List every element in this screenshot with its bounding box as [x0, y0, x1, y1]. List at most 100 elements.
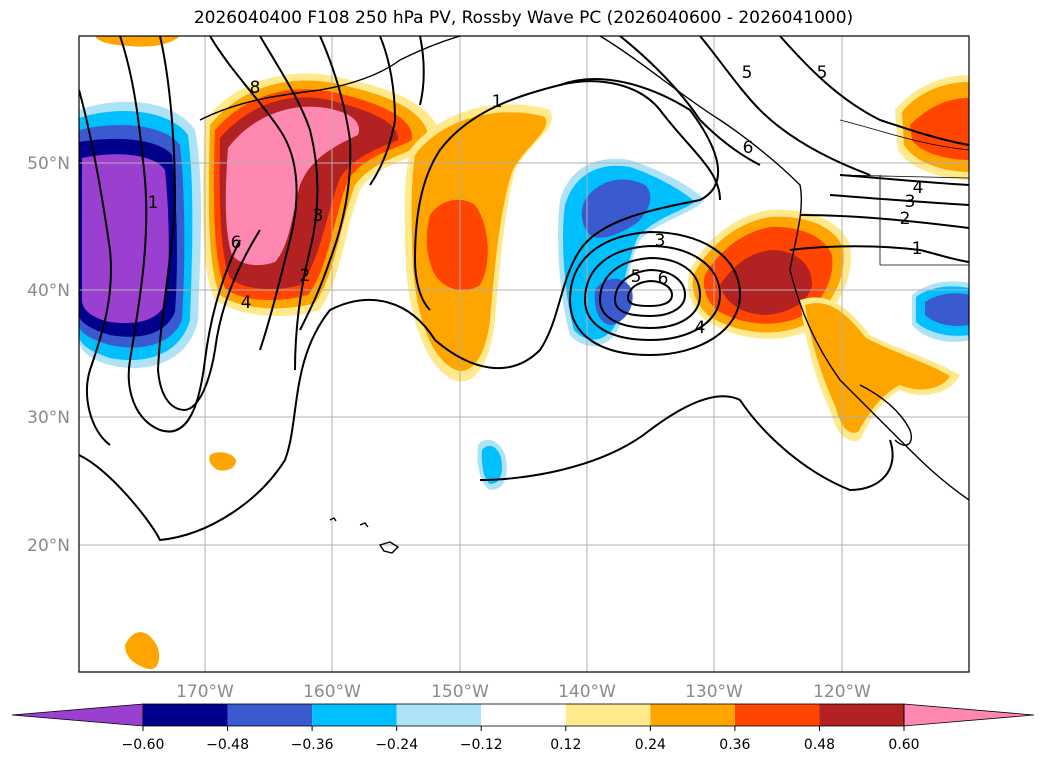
- positive-anomaly-east-darkred: [720, 250, 812, 315]
- coastline-baja: [859, 384, 912, 446]
- contour-low-ring1: [568, 230, 742, 357]
- contour-outer-east: [479, 395, 894, 492]
- contour-ne-4: [839, 174, 969, 186]
- contour-low-ring4: [613, 268, 687, 318]
- colorbar-tick-label: 0.24: [635, 737, 666, 753]
- contour-west-4: [209, 36, 298, 351]
- contour-west-2: [119, 36, 241, 433]
- negative-anomaly-small-south-cyan: [481, 445, 502, 484]
- x-tick-label: 170°W: [176, 682, 234, 702]
- contour-label: 3: [655, 231, 666, 251]
- contour-west-5: [259, 36, 319, 371]
- pv-contour-lines: [79, 36, 969, 542]
- state-borders: [839, 119, 969, 266]
- positive-anomaly-band1-pink: [225, 106, 360, 266]
- x-tick-labels: 170°W 160°W 150°W 140°W 130°W 120°W: [176, 682, 871, 702]
- contour-label: 4: [241, 293, 252, 313]
- positive-anomaly-ne-red: [910, 98, 969, 160]
- colorbar-tick-label: 0.60: [888, 737, 919, 753]
- x-tick-label: 120°W: [813, 682, 871, 702]
- map-gridlines: [79, 36, 969, 672]
- colorbar: −0.60 −0.48 −0.36 −0.24 −0.12 0.12 0.24 0.36 0.4…: [11, 703, 1035, 753]
- positive-anomaly-small-w: [209, 452, 236, 471]
- contour-label: 8: [250, 78, 261, 98]
- map-frame: [78, 35, 970, 673]
- colorbar-segment: [312, 704, 397, 726]
- colorbar-extend-max: [903, 703, 1035, 727]
- contour-north-5b: [779, 36, 969, 146]
- colorbar-tick-label: −0.24: [375, 737, 418, 753]
- contour-label: 6: [658, 269, 669, 289]
- contour-ne-2: [799, 214, 969, 229]
- contour-1: [79, 78, 719, 542]
- colorbar-tick-label: −0.48: [206, 737, 249, 753]
- contour-label: 3: [313, 206, 324, 226]
- negative-anomaly-west-purple: [82, 154, 169, 324]
- negative-anomaly-east-blue: [925, 293, 969, 326]
- colorbar-segment: [650, 704, 735, 726]
- colorbar-tick-label: −0.12: [460, 737, 503, 753]
- colorbar-tick-label: 0.48: [804, 737, 835, 753]
- contour-low-ring3: [598, 256, 702, 330]
- chart-title: 2026040400 F108 250 hPa PV, Rossby Wave …: [193, 8, 854, 28]
- positive-anomaly-central-red: [426, 199, 488, 291]
- contour-label: 5: [742, 63, 753, 83]
- contour-label: 5: [631, 267, 642, 287]
- colorbar-tick-label: 0.36: [719, 737, 750, 753]
- coastline-north-america: [599, 36, 969, 501]
- contour-label: 5: [817, 63, 828, 83]
- y-tick-labels: 50°N 40°N 30°N 20°N: [27, 154, 70, 556]
- colorbar-extend-min: [11, 703, 144, 727]
- hawaii: [329, 517, 400, 554]
- contour-label: 3: [905, 192, 916, 212]
- contour-label: 6: [231, 233, 242, 253]
- contour-north-5a: [699, 36, 871, 176]
- negative-anomaly-central-blue: [581, 179, 651, 238]
- positive-anomaly-tail-orange: [805, 303, 950, 433]
- x-tick-label: 160°W: [303, 682, 361, 702]
- contour-ne-1: [789, 245, 969, 263]
- contour-label: 4: [695, 318, 706, 338]
- contour-west-8: [419, 36, 425, 106]
- contour-label: 1: [492, 92, 503, 112]
- contour-north-5c: [619, 36, 761, 166]
- contour-label: 2: [900, 209, 911, 229]
- y-tick-label: 30°N: [27, 408, 70, 428]
- coastlines: [199, 36, 969, 554]
- colorbar-tick-label: −0.36: [291, 737, 334, 753]
- y-tick-label: 20°N: [27, 536, 70, 556]
- colorbar-tick-label: 0.12: [550, 737, 581, 753]
- coastline-alaska: [199, 36, 461, 121]
- x-tick-label: 130°W: [685, 682, 743, 702]
- colorbar-segment: [227, 704, 313, 726]
- colorbar-outline: [142, 703, 905, 727]
- colorbar-segment: [481, 704, 566, 726]
- colorbar-segment: [396, 704, 482, 726]
- colorbar-segment: [819, 704, 904, 726]
- colorbar-segment: [143, 704, 228, 726]
- contour-low-ring2: [583, 244, 722, 342]
- contour-west-1: [79, 89, 112, 446]
- y-tick-label: 50°N: [27, 154, 70, 174]
- x-tick-label: 140°W: [558, 682, 616, 702]
- contour-label: 1: [148, 193, 159, 213]
- contour-label: 6: [743, 138, 754, 158]
- colorbar-segment: [565, 704, 651, 726]
- positive-anomaly-small-sw: [125, 632, 160, 670]
- x-tick-label: 150°W: [431, 682, 489, 702]
- positive-anomaly-top: [95, 36, 180, 47]
- contour-label: 4: [913, 178, 924, 198]
- contour-label: 1: [912, 239, 923, 259]
- contour-1-upper: [559, 80, 721, 201]
- colorbar-segment: [734, 704, 820, 726]
- y-tick-label: 40°N: [27, 281, 70, 301]
- contour-ne-3: [829, 194, 969, 206]
- contour-label: 2: [300, 266, 311, 286]
- pv-anomaly-fills: [79, 36, 969, 670]
- contour-west-6: [299, 36, 352, 331]
- contour-west-7: [369, 36, 397, 186]
- contour-west-3: [156, 36, 261, 412]
- colorbar-tick-label: −0.60: [122, 737, 165, 753]
